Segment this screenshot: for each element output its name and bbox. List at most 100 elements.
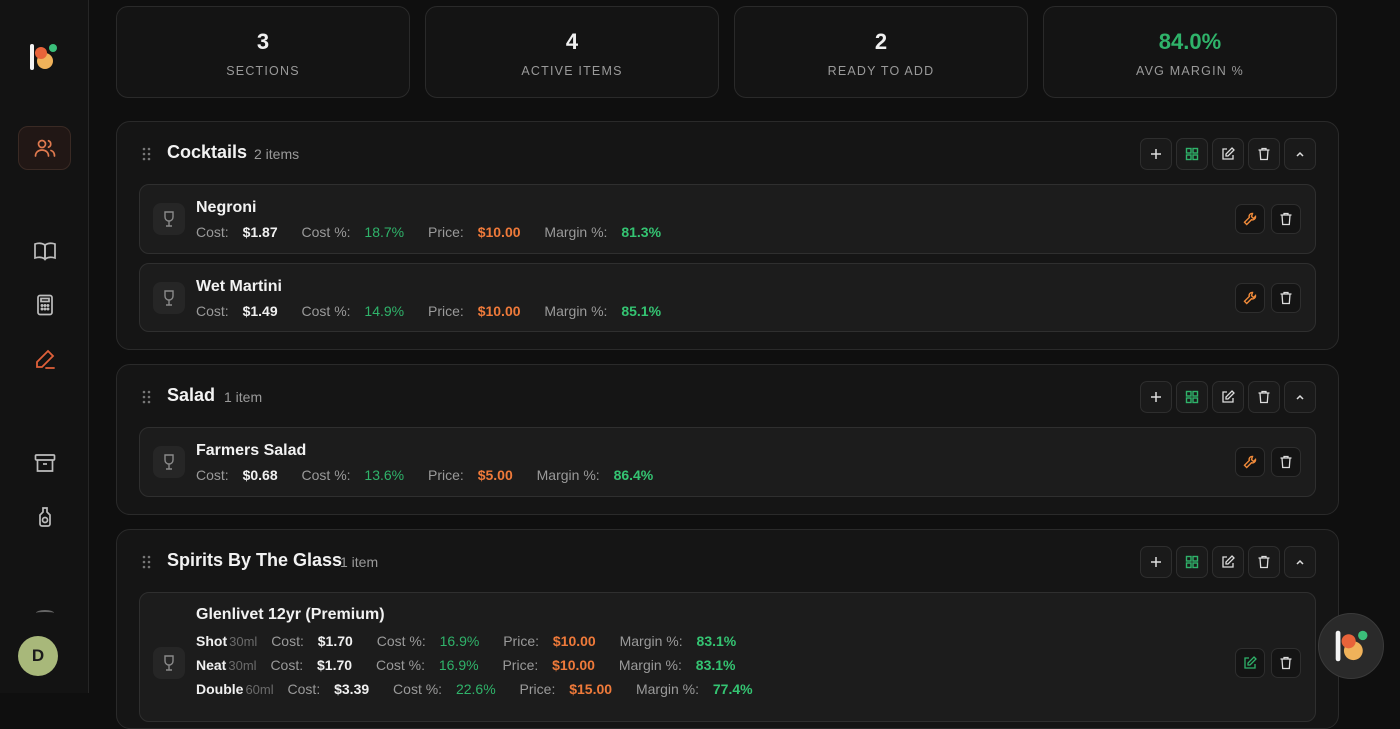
stat-value: 84.0% <box>1158 29 1222 54</box>
pen-icon <box>35 349 55 369</box>
edit-section-button[interactable] <box>1212 138 1244 170</box>
item-metrics: Cost: $0.68 Cost %: 13.6% Price: $5.00 M… <box>196 467 654 483</box>
wrench-icon <box>1243 291 1257 305</box>
item-metrics: Cost: $1.87 Cost %: 18.7% Price: $10.00 … <box>196 224 662 240</box>
trash-icon <box>1258 390 1270 404</box>
edit-icon <box>1222 555 1235 568</box>
sidebar-divider <box>36 610 54 616</box>
stat-label: AVG MARGIN % <box>1136 64 1244 78</box>
item-name: Farmers Salad <box>196 442 307 459</box>
stat-label: SECTIONS <box>226 64 300 78</box>
edit-icon <box>1222 147 1235 160</box>
section-header: Spirits By The Glass 1 item <box>117 546 1338 578</box>
sidebar: D <box>0 0 89 693</box>
collapse-section-button[interactable] <box>1284 546 1316 578</box>
menu-item[interactable]: Glenlivet 12yr (Premium) Shot 30ml Cost: … <box>139 592 1316 722</box>
drag-handle-icon[interactable] <box>141 389 153 405</box>
delete-section-button[interactable] <box>1248 138 1280 170</box>
wrench-icon <box>1243 455 1257 469</box>
nav-users[interactable] <box>18 126 71 170</box>
stat-sections: 3 SECTIONS <box>116 6 410 98</box>
grid-view-button[interactable] <box>1176 381 1208 413</box>
menu-item[interactable]: Farmers Salad Cost: $0.68 Cost %: 13.6% … <box>139 427 1316 497</box>
nav-recipes[interactable] <box>18 229 71 273</box>
add-item-button[interactable] <box>1140 381 1172 413</box>
edit-section-button[interactable] <box>1212 546 1244 578</box>
item-name: Wet Martini <box>196 278 282 295</box>
trash-icon <box>1280 656 1292 670</box>
app-logo-icon <box>1335 630 1368 662</box>
collapse-section-button[interactable] <box>1284 138 1316 170</box>
edit-icon <box>1222 390 1235 403</box>
grid-view-button[interactable] <box>1176 138 1208 170</box>
section-count: 2 items <box>254 146 300 162</box>
configure-item-button[interactable] <box>1235 447 1265 477</box>
delete-item-button[interactable] <box>1271 648 1301 678</box>
item-actions <box>1235 283 1301 313</box>
menu-item[interactable]: Negroni Cost: $1.87 Cost %: 18.7% Price:… <box>139 184 1316 254</box>
glass-icon <box>153 446 185 478</box>
drag-handle-icon[interactable] <box>141 146 153 162</box>
plus-icon <box>1151 149 1161 159</box>
collapse-section-button[interactable] <box>1284 381 1316 413</box>
edit-item-button[interactable] <box>1235 648 1265 678</box>
section-header: Cocktails 2 items <box>117 138 1338 170</box>
chevron-up-icon <box>1296 151 1304 157</box>
delete-item-button[interactable] <box>1271 447 1301 477</box>
menu-section-salad: Salad 1 item Farmers Salad Cost: $0.68 C… <box>116 364 1339 515</box>
stat-avg-margin: 84.0% AVG MARGIN % <box>1043 6 1337 98</box>
item-name: Negroni <box>196 199 257 216</box>
drag-handle-icon[interactable] <box>141 554 153 570</box>
plus-icon <box>1151 392 1161 402</box>
nav-archive[interactable] <box>18 441 71 485</box>
delete-item-button[interactable] <box>1271 204 1301 234</box>
section-count: 1 item <box>340 554 379 570</box>
delete-section-button[interactable] <box>1248 381 1280 413</box>
add-item-button[interactable] <box>1140 546 1172 578</box>
grid-icon <box>1185 390 1199 404</box>
add-item-button[interactable] <box>1140 138 1172 170</box>
book-icon <box>33 242 56 261</box>
stat-value: 3 <box>256 29 270 54</box>
section-count: 1 item <box>224 389 263 405</box>
menu-section-cocktails: Cocktails 2 items Negroni Cost: $1.87 Co… <box>116 121 1339 350</box>
avatar[interactable]: D <box>18 636 58 676</box>
main-content: 3 SECTIONS 4 ACTIVE ITEMS 2 READY TO ADD… <box>89 0 1400 729</box>
wrench-icon <box>1243 212 1257 226</box>
chevron-up-icon <box>1296 394 1304 400</box>
trash-icon <box>1258 555 1270 569</box>
chevron-up-icon <box>1296 559 1304 565</box>
delete-item-button[interactable] <box>1271 283 1301 313</box>
stat-active-items: 4 ACTIVE ITEMS <box>425 6 719 98</box>
section-actions <box>1140 546 1316 578</box>
nav-menu-builder[interactable] <box>18 337 71 381</box>
section-title: Cocktails <box>167 142 248 162</box>
nav-calculator[interactable] <box>18 283 71 327</box>
trash-icon <box>1280 291 1292 305</box>
grid-icon <box>1185 555 1199 569</box>
pour-row: Double 60ml Cost: $3.39 Cost %: 22.6% Pri… <box>196 681 753 697</box>
stat-ready-to-add: 2 READY TO ADD <box>734 6 1028 98</box>
nav-inventory[interactable] <box>18 495 71 539</box>
plus-icon <box>1151 557 1161 567</box>
menu-item[interactable]: Wet Martini Cost: $1.49 Cost %: 14.9% Pr… <box>139 263 1316 332</box>
configure-item-button[interactable] <box>1235 204 1265 234</box>
stat-value: 2 <box>874 29 888 54</box>
edit-section-button[interactable] <box>1212 381 1244 413</box>
bottle-icon <box>38 507 51 527</box>
menu-section-spirits: Spirits By The Glass 1 item Glenlivet 12… <box>116 529 1339 729</box>
item-actions <box>1235 204 1301 234</box>
pour-row: Shot 30ml Cost: $1.70 Cost %: 16.9% Price… <box>196 633 737 649</box>
item-actions <box>1235 447 1301 477</box>
trash-icon <box>1280 212 1292 226</box>
delete-section-button[interactable] <box>1248 546 1280 578</box>
trash-icon <box>1280 455 1292 469</box>
stat-value: 4 <box>565 29 579 54</box>
configure-item-button[interactable] <box>1235 283 1265 313</box>
item-metrics: Cost: $1.49 Cost %: 14.9% Price: $10.00 … <box>196 303 662 319</box>
assistant-fab-button[interactable] <box>1318 613 1384 679</box>
calculator-icon <box>36 294 53 316</box>
app-logo[interactable] <box>26 40 60 74</box>
grid-view-button[interactable] <box>1176 546 1208 578</box>
section-actions <box>1140 138 1316 170</box>
